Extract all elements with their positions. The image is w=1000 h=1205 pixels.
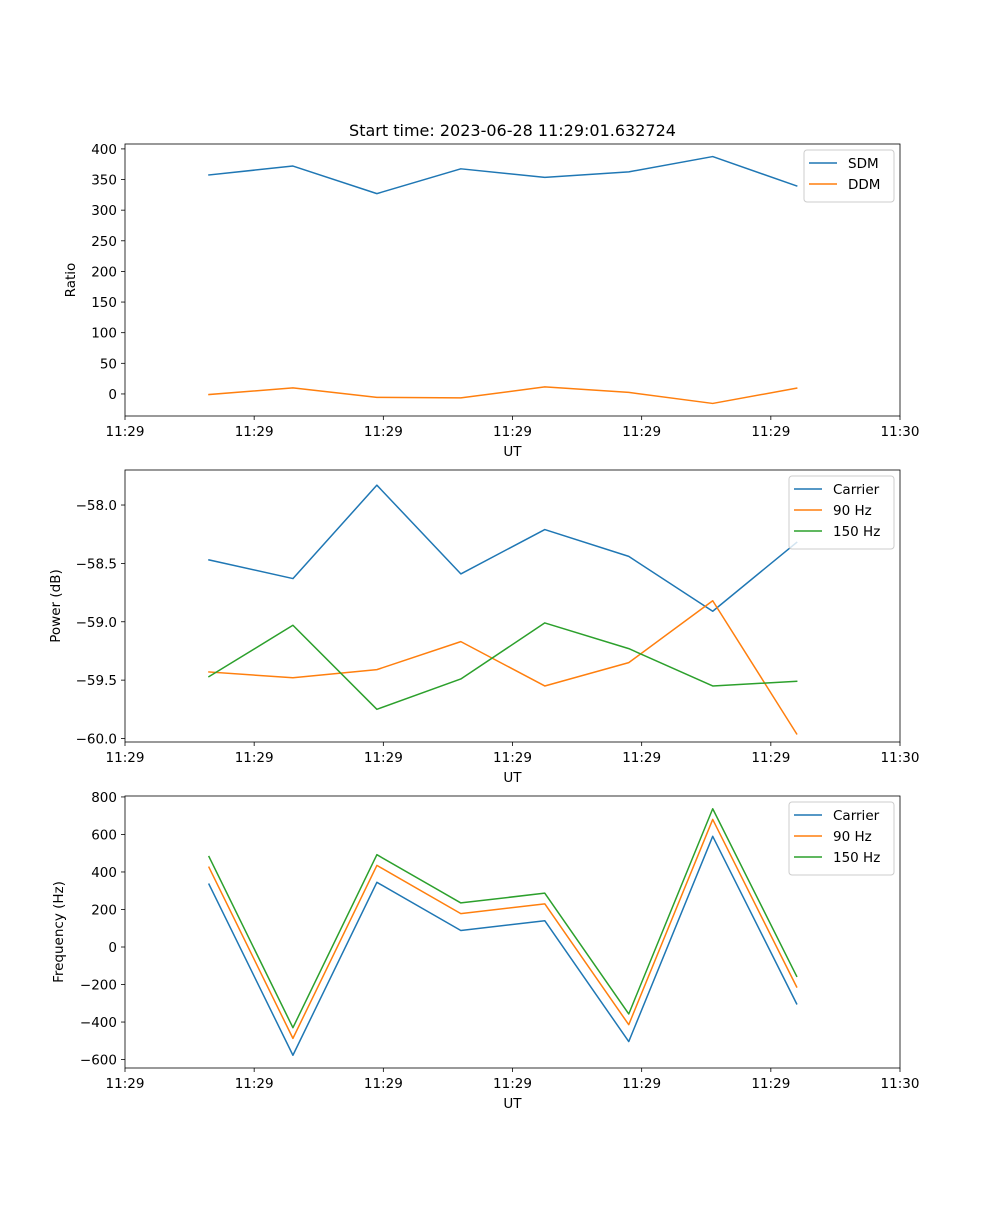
legend-label: 90 Hz: [833, 503, 872, 519]
y-tick-label: 600: [91, 827, 117, 843]
legend-label: Carrier: [833, 482, 880, 498]
x-tick-label: 11:29: [493, 750, 532, 766]
y-tick-label: 350: [91, 173, 117, 189]
y-tick-label: 300: [91, 203, 117, 219]
x-axis-label: UT: [503, 770, 522, 786]
x-tick-label: 11:29: [106, 750, 145, 766]
series-line-90-hz: [208, 600, 798, 735]
legend-label: SDM: [848, 156, 879, 172]
series-line-90-hz: [207, 818, 798, 1040]
x-tick-label: 11:29: [493, 1076, 532, 1092]
chart-title: Start time: 2023-06-28 11:29:01.632724: [349, 121, 676, 140]
x-tick-label: 11:29: [235, 1076, 274, 1092]
series-line-carrier: [207, 835, 798, 1056]
y-tick-label: −60.0: [76, 731, 117, 747]
legend: Carrier 90 Hz 150 Hz: [788, 475, 895, 550]
x-tick-label: 11:29: [235, 424, 274, 440]
y-tick-label: 0: [108, 940, 117, 956]
x-tick-label: 11:30: [881, 1076, 920, 1092]
x-tick-label: 11:29: [751, 750, 790, 766]
y-tick-label: 200: [91, 902, 117, 918]
y-tick-label: −59.0: [76, 615, 117, 631]
x-tick-label: 11:29: [364, 424, 403, 440]
series-line-ddm: [208, 386, 798, 405]
series-line-carrier: [208, 484, 798, 612]
x-tick-label: 11:29: [106, 424, 145, 440]
legend-label: 90 Hz: [833, 829, 872, 845]
y-tick-label: 800: [91, 790, 117, 806]
series-line-150-hz: [207, 622, 798, 711]
legend: SDM DDM: [803, 149, 895, 203]
y-axis-label: Power (dB): [48, 569, 64, 642]
legend-label: DDM: [848, 177, 880, 193]
x-tick-label: 11:29: [622, 424, 661, 440]
y-tick-label: 0: [108, 387, 117, 403]
x-tick-label: 11:29: [622, 1076, 661, 1092]
panel-frequency: 11:29 11:29 11:29 11:29 11:29 11:29 11:30 −600 −…: [51, 790, 919, 1112]
legend: Carrier 90 Hz 150 Hz: [788, 801, 895, 876]
panel-ratio: 11:29 11:29 11:29 11:29 11:29 11:29 11:30 0 50 10…: [63, 121, 919, 460]
x-tick-label: 11:29: [751, 424, 790, 440]
series-line-150-hz: [207, 808, 798, 1029]
y-tick-label: −59.5: [76, 673, 117, 689]
x-tick-label: 11:30: [881, 424, 920, 440]
x-tick-label: 11:30: [881, 750, 920, 766]
y-tick-label: 200: [91, 264, 117, 280]
y-tick-label: −600: [80, 1053, 117, 1069]
y-tick-label: −400: [80, 1015, 117, 1031]
x-tick-label: 11:29: [364, 750, 403, 766]
x-tick-label: 11:29: [106, 1076, 145, 1092]
x-axis-label: UT: [503, 1096, 522, 1112]
y-axis-label: Frequency (Hz): [51, 881, 67, 983]
y-tick-label: 50: [100, 356, 117, 372]
legend-label: Carrier: [833, 808, 880, 824]
y-tick-label: 250: [91, 234, 117, 250]
panel-power: 11:29 11:29 11:29 11:29 11:29 11:29 11:30 −60.0…: [48, 469, 920, 786]
legend-label: 150 Hz: [833, 524, 880, 540]
y-tick-label: −58.0: [76, 498, 117, 514]
x-tick-label: 11:29: [493, 424, 532, 440]
y-tick-label: 100: [91, 326, 117, 342]
x-tick-label: 11:29: [364, 1076, 403, 1092]
x-axis-label: UT: [503, 444, 522, 460]
x-tick-label: 11:29: [751, 1076, 790, 1092]
y-tick-label: 400: [91, 865, 117, 881]
legend-label: 150 Hz: [833, 850, 880, 866]
y-tick-label: −200: [80, 978, 117, 994]
y-tick-label: 400: [91, 142, 117, 158]
series-line-sdm: [208, 155, 798, 195]
y-axis-label: Ratio: [63, 263, 79, 298]
x-tick-label: 11:29: [622, 750, 661, 766]
y-tick-label: −58.5: [76, 556, 117, 572]
y-tick-label: 150: [91, 295, 117, 311]
x-tick-label: 11:29: [235, 750, 274, 766]
